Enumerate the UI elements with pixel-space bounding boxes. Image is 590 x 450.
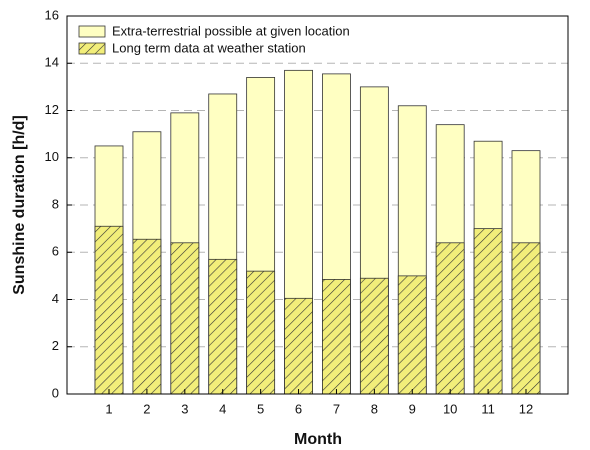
x-tick-label: 8 — [371, 401, 378, 416]
x-tick-label: 2 — [143, 401, 150, 416]
legend-swatch — [78, 25, 106, 38]
bar-hatch — [322, 279, 351, 394]
x-tick-label: 12 — [519, 401, 533, 416]
y-tick-label: 10 — [45, 149, 59, 164]
bar-hatch — [95, 226, 123, 394]
x-tick-label: 7 — [333, 401, 340, 416]
x-tick-label: 4 — [219, 401, 226, 416]
bar-hatch — [132, 239, 161, 394]
y-tick-label: 6 — [52, 244, 59, 259]
y-tick-label: 4 — [52, 291, 59, 306]
x-tick-label: 3 — [181, 401, 188, 416]
bar-hatch — [284, 298, 313, 394]
bar-hatch — [208, 259, 237, 394]
y-tick-label: 12 — [45, 102, 59, 117]
bar-hatch — [360, 278, 389, 394]
bar-hatch — [170, 242, 199, 394]
x-tick-label: 5 — [257, 401, 264, 416]
y-axis-title: Sunshine duration [h/d] — [11, 115, 28, 295]
x-tick-label: 6 — [295, 401, 302, 416]
bar-hatch — [512, 242, 540, 394]
plot-frame — [66, 15, 569, 395]
x-tick-label: 1 — [105, 401, 112, 416]
x-tick-label: 10 — [443, 401, 457, 416]
bar-hatch — [436, 242, 465, 394]
legend-label: Long term data at weather station — [112, 40, 306, 55]
y-tick-label: 8 — [52, 196, 59, 211]
y-tick-label: 16 — [45, 7, 59, 22]
y-tick-label: 2 — [52, 338, 59, 353]
legend-label: Extra-terrestrial possible at given loca… — [112, 23, 350, 38]
x-axis-title: Month — [294, 431, 342, 448]
y-tick-label: 14 — [45, 55, 59, 70]
bar-hatch — [398, 275, 427, 394]
bar-hatch — [246, 271, 275, 394]
legend-hatch — [79, 43, 105, 54]
x-tick-label: 9 — [409, 401, 416, 416]
y-tick-label: 0 — [52, 385, 59, 400]
bar-hatch — [474, 228, 503, 394]
x-tick-label: 11 — [481, 401, 495, 416]
